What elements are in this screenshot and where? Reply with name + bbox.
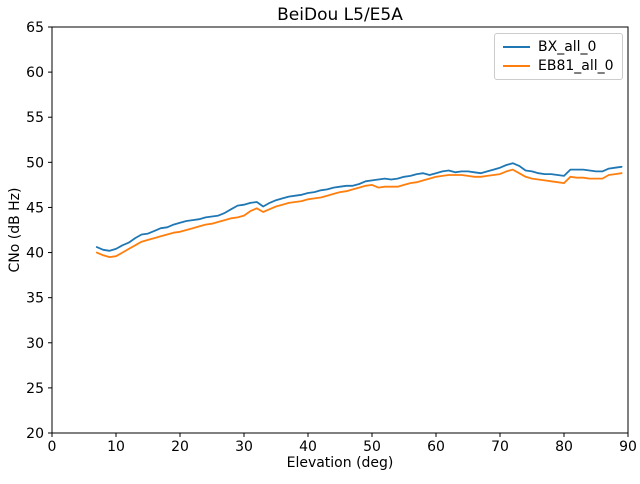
- x-tick-label: 60: [427, 439, 445, 455]
- legend: BX_all_0 EB81_all_0: [494, 33, 623, 80]
- y-tick-label: 30: [26, 336, 44, 352]
- legend-label-eb81: EB81_all_0: [538, 58, 614, 74]
- x-tick-label: 20: [171, 439, 189, 455]
- y-axis-label: CNo (dB Hz): [7, 187, 23, 273]
- series-line-BX_all_0: [95, 162, 623, 252]
- legend-label-bx: BX_all_0: [538, 39, 597, 55]
- x-tick-label: 80: [555, 439, 573, 455]
- y-tick-label: 40: [26, 246, 44, 262]
- x-tick-label: 10: [107, 439, 125, 455]
- x-tick-label: 40: [299, 439, 317, 455]
- legend-item-bx: BX_all_0: [503, 39, 616, 55]
- y-tick-label: 25: [26, 381, 44, 397]
- legend-line-sample-bx: [503, 46, 530, 48]
- x-tick-label: 30: [235, 439, 253, 455]
- y-tick-label: 20: [26, 426, 44, 442]
- chart-title: BeiDou L5/E5A: [277, 5, 403, 25]
- y-tick-label: 60: [26, 65, 44, 81]
- x-tick-label: 50: [363, 439, 381, 455]
- y-tick-label: 45: [26, 200, 44, 216]
- y-tick-label: 50: [26, 155, 44, 171]
- x-tick-label: 90: [619, 439, 637, 455]
- y-tick-label: 35: [26, 291, 44, 307]
- x-tick-label: 70: [491, 439, 509, 455]
- legend-line-sample-eb81: [503, 65, 530, 67]
- x-axis-label: Elevation (deg): [286, 455, 394, 471]
- legend-item-eb81: EB81_all_0: [503, 58, 616, 74]
- series-line-EB81_all_0: [95, 168, 623, 259]
- y-tick-label: 65: [26, 20, 44, 36]
- x-tick-label: 0: [48, 439, 57, 455]
- y-tick-label: 55: [26, 110, 44, 126]
- axes-frame: [51, 26, 629, 434]
